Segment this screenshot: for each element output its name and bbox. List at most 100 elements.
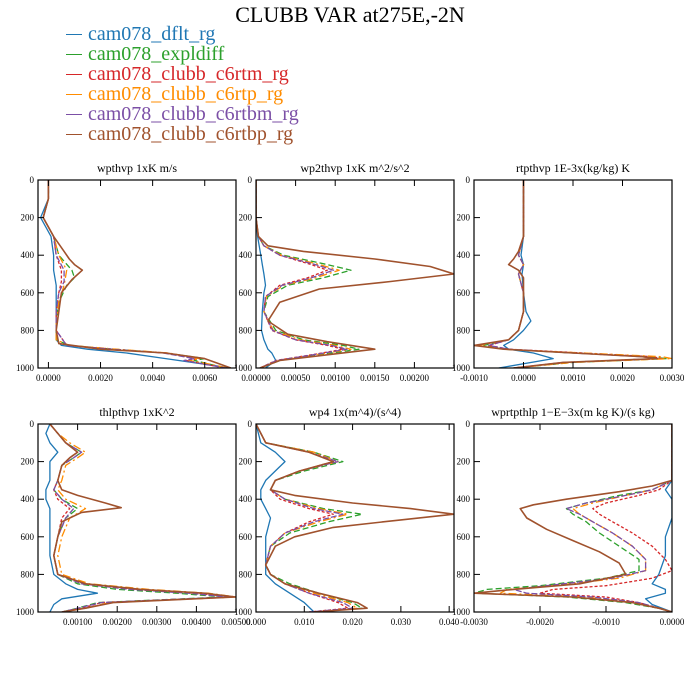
x-tick-label: 0.0060 <box>192 373 217 383</box>
y-tick-label: 600 <box>239 288 253 298</box>
legend-line-swatch <box>66 93 82 95</box>
y-tick-label: 1000 <box>16 363 35 373</box>
panel-title: rtpthvp 1E-3x(kg/kg) K <box>516 161 630 175</box>
y-tick-label: 400 <box>21 250 35 260</box>
y-tick-label: 1000 <box>234 363 253 373</box>
series-line <box>256 424 354 612</box>
y-tick-label: 0 <box>30 419 35 429</box>
x-tick-label: 0.030 <box>391 617 412 627</box>
x-tick-label: 0.0040 <box>140 373 165 383</box>
y-tick-label: 200 <box>239 457 253 467</box>
plot-frame <box>37 423 237 613</box>
x-tick-label: -0.0010 <box>460 373 488 383</box>
y-tick-label: 0 <box>30 175 35 185</box>
x-tick-label: 0.000 <box>246 617 267 627</box>
y-tick-label: 1000 <box>452 607 471 617</box>
y-tick-label: 800 <box>21 325 35 335</box>
series-line <box>512 424 672 612</box>
series-line <box>256 424 315 612</box>
y-tick-label: 400 <box>239 494 253 504</box>
series-line <box>42 180 226 368</box>
y-tick-label: 400 <box>457 494 471 504</box>
y-tick-label: 400 <box>21 494 35 504</box>
y-tick-label: 1000 <box>452 363 471 373</box>
x-tick-label: 0.010 <box>294 617 315 627</box>
x-tick-label: 0.00500 <box>221 617 251 627</box>
x-tick-label: 0.00100 <box>63 617 93 627</box>
y-tick-label: 600 <box>457 532 471 542</box>
series-line <box>488 180 663 368</box>
panel-title: wprtpthlp 1−E−3x(m kg K)/(s kg) <box>491 405 655 419</box>
y-tick-label: 800 <box>21 569 35 579</box>
y-tick-label: 200 <box>457 213 471 223</box>
series-line <box>49 424 225 612</box>
legend: cam078_dflt_rg cam078_expldiff cam078_cl… <box>66 24 299 144</box>
y-tick-label: 600 <box>21 532 35 542</box>
series-group <box>474 424 672 612</box>
series-group <box>256 180 454 368</box>
chart-main-title: CLUBB VAR at275E,-2N <box>235 2 465 27</box>
panel-title: wp4 1x(m^4)/(s^4) <box>309 405 401 419</box>
legend-line-swatch <box>66 133 82 135</box>
series-line <box>539 424 672 612</box>
legend-label: cam078_dflt_rg <box>88 23 216 45</box>
series-line <box>498 180 554 368</box>
series-group <box>474 180 672 368</box>
legend-label: cam078_clubb_c6rtp_rg <box>88 83 284 105</box>
x-tick-label: 0.00000 <box>241 373 271 383</box>
x-tick-label: -0.0020 <box>526 617 554 627</box>
y-tick-label: 600 <box>21 288 35 298</box>
x-tick-label: 0.00200 <box>103 617 133 627</box>
chart-panel: rtpthvp 1E-3x(kg/kg) K 0 200 400 600 800 1000-… <box>452 161 685 383</box>
series-line <box>256 424 454 612</box>
series-line <box>256 424 359 612</box>
x-tick-label: 0.00100 <box>321 373 351 383</box>
panel-title: wpthvp 1xK m/s <box>97 161 177 175</box>
y-tick-label: 800 <box>457 569 471 579</box>
x-tick-label: 0.00200 <box>400 373 430 383</box>
legend-label: cam078_clubb_c6rtm_rg <box>88 63 289 85</box>
panel-title: wp2thvp 1xK m^2/s^2 <box>300 161 409 175</box>
series-line <box>256 180 277 368</box>
chart-panel: thlpthvp 1xK^2 0 200 400 600 800 1000 0.00100 0.… <box>16 405 251 627</box>
plot-frame <box>255 179 455 369</box>
y-tick-label: 200 <box>239 213 253 223</box>
series-line <box>256 180 348 368</box>
series-group <box>39 180 232 368</box>
series-line <box>42 180 226 368</box>
series-line <box>39 180 231 368</box>
y-tick-label: 400 <box>239 250 253 260</box>
x-tick-label: 0.0000 <box>511 373 536 383</box>
x-tick-label: 0.0020 <box>88 373 113 383</box>
x-tick-label: 0.0000 <box>36 373 61 383</box>
x-tick-label: 0.0010 <box>561 373 586 383</box>
legend-line-swatch <box>66 73 82 75</box>
series-line <box>644 424 672 612</box>
y-tick-label: 0 <box>466 419 471 429</box>
series-line <box>42 180 232 368</box>
x-tick-label: 0.020 <box>342 617 363 627</box>
series-line <box>256 180 360 368</box>
plot-frame <box>37 179 237 369</box>
series-line <box>474 424 672 612</box>
legend-label: cam078_clubb_c6rtbm_rg <box>88 103 299 125</box>
legend-item: cam078_clubb_c6rtbm_rg <box>66 104 299 124</box>
y-tick-label: 1000 <box>234 607 253 617</box>
legend-item: cam078_clubb_c6rtbp_rg <box>66 124 299 144</box>
series-line <box>42 180 226 368</box>
y-tick-label: 200 <box>21 457 35 467</box>
legend-line-swatch <box>66 53 82 55</box>
x-tick-label: 0.0000 <box>660 617 685 627</box>
y-tick-label: 0 <box>248 175 253 185</box>
plot-frame <box>255 423 455 613</box>
plot-frame <box>473 423 673 613</box>
x-tick-label: -0.0010 <box>592 617 620 627</box>
y-tick-label: 400 <box>457 250 471 260</box>
series-line <box>256 180 454 368</box>
y-tick-label: 600 <box>457 288 471 298</box>
series-group <box>256 424 454 612</box>
series-line <box>42 180 229 368</box>
